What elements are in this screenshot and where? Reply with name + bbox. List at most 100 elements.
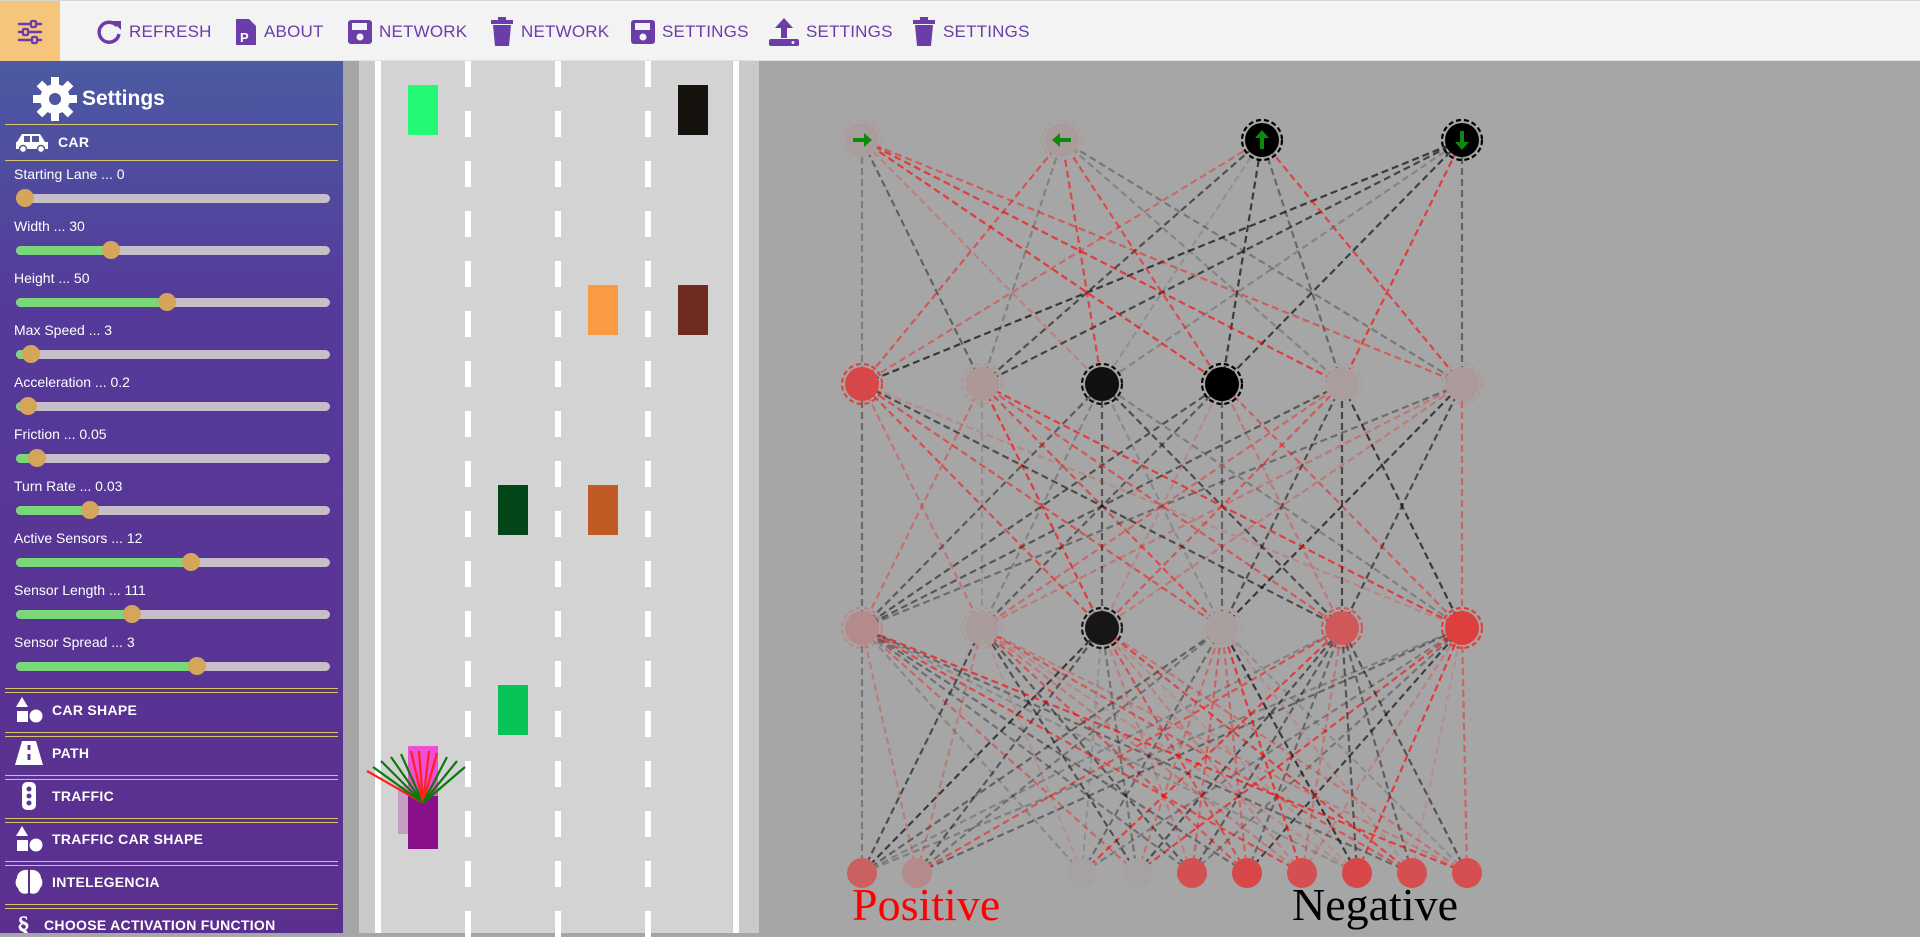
slider-track[interactable] [16, 246, 330, 255]
slider-thumb[interactable] [188, 657, 206, 675]
section-traffic[interactable]: TRAFFIC [14, 780, 114, 812]
slider-track[interactable] [16, 558, 330, 567]
slider-track[interactable] [16, 506, 330, 515]
slider-track[interactable] [16, 454, 330, 463]
slider-thumb[interactable] [16, 189, 34, 207]
section-car-shape[interactable]: CAR SHAPE [14, 695, 137, 725]
toolbar: REFRESH P ABOUT NETWORK NETWORK SETTINGS… [0, 0, 1920, 62]
lane-marking [465, 511, 471, 537]
upload-settings-button[interactable]: SETTINGS [768, 16, 893, 48]
about-button[interactable]: P ABOUT [234, 16, 324, 48]
neuron-bias-ring [1440, 118, 1484, 162]
network-connection [981, 139, 1263, 385]
neuron [1085, 611, 1119, 645]
network-connection [861, 627, 1138, 874]
lane-marking [645, 311, 651, 337]
sidebar-title-text: Settings [82, 87, 165, 110]
section-path-label: PATH [52, 745, 90, 761]
traffic-car [678, 85, 708, 135]
neuron [1122, 858, 1152, 888]
upload-settings-label: SETTINGS [806, 22, 893, 41]
network-connection [861, 383, 1103, 629]
delete-network-button[interactable]: NETWORK [489, 16, 609, 48]
network-connection [861, 383, 983, 629]
slider-thumb[interactable] [102, 241, 120, 259]
slider-fill [16, 662, 197, 671]
slider-track[interactable] [16, 194, 330, 203]
shapes-icon [16, 697, 43, 723]
network-connection [1101, 627, 1413, 874]
section-intelegencia-label: INTELEGENCIA [52, 874, 160, 890]
neuron [1205, 611, 1239, 645]
lane-marking [645, 611, 651, 637]
network-connection [861, 139, 983, 385]
slider-track[interactable] [16, 662, 330, 671]
lane-marking [645, 511, 651, 537]
refresh-button[interactable]: REFRESH [95, 16, 212, 48]
road-shoulder [343, 61, 359, 933]
slider-track[interactable] [16, 402, 330, 411]
slider-track[interactable] [16, 350, 330, 359]
legend-negative: Negative [1292, 879, 1459, 930]
save-icon [631, 20, 655, 44]
network-connection [1341, 139, 1463, 385]
lane-marking [645, 911, 651, 937]
slider-thumb[interactable] [123, 605, 141, 623]
section-car[interactable]: CAR [14, 130, 89, 154]
slider-fill [16, 558, 191, 567]
slider-thumb[interactable] [182, 553, 200, 571]
lane-marking [465, 61, 471, 87]
lane-marking [465, 211, 471, 237]
neuron [845, 611, 879, 645]
section-path[interactable]: PATH [14, 738, 89, 768]
lane-marking [465, 811, 471, 837]
lane-marking [465, 761, 471, 787]
network-connection [861, 626, 1463, 875]
section-traffic-car-shape[interactable]: TRAFFIC CAR SHAPE [14, 823, 203, 855]
neuron-bias-ring [1440, 606, 1484, 650]
slider-thumb[interactable] [22, 345, 40, 363]
neuron-bias-ring [1080, 606, 1124, 650]
network-connection [981, 627, 1248, 874]
save-network-button[interactable]: NETWORK [347, 16, 467, 48]
lane-marking [465, 861, 471, 887]
network-connection [861, 139, 1103, 385]
neuron [1452, 858, 1482, 888]
slider-label: Starting Lane ... 0 [14, 166, 125, 182]
lane-marking [555, 461, 561, 487]
sidebar-title: Settings [32, 77, 165, 121]
slider-thumb[interactable] [28, 449, 46, 467]
save-icon [348, 20, 372, 44]
slider-thumb[interactable] [81, 501, 99, 519]
neuron-bias-ring [1440, 362, 1484, 406]
network-connection [861, 626, 1413, 875]
simulation-canvas [343, 61, 759, 937]
slider-thumb[interactable] [19, 397, 37, 415]
network-connection [861, 139, 1343, 385]
neuron [1445, 611, 1479, 645]
network-connection [1341, 627, 1468, 874]
save-settings-button[interactable]: SETTINGS [630, 16, 749, 48]
section-intelegencia[interactable]: INTELEGENCIA [14, 866, 160, 898]
neuron-base [1067, 858, 1097, 888]
network-connection [1190, 627, 1224, 874]
lane-marking [645, 561, 651, 587]
network-connection [981, 627, 1413, 874]
lane-marking [555, 61, 561, 87]
lane-marking [645, 211, 651, 237]
slider-thumb[interactable] [158, 293, 176, 311]
network-connection [1061, 139, 1463, 385]
network-connection [861, 138, 1463, 386]
section-activation-function[interactable]: § CHOOSE ACTIVATION FUNCTION [14, 909, 276, 933]
lane-marking [555, 661, 561, 687]
network-connection [1340, 627, 1414, 874]
network-connection [1101, 627, 1248, 874]
delete-settings-button[interactable]: SETTINGS [911, 16, 1030, 48]
menu-toggle-button[interactable] [0, 1, 60, 62]
network-connection [861, 627, 1303, 874]
lane-marking [645, 711, 651, 737]
network-connection [1220, 627, 1304, 874]
slider-track[interactable] [16, 610, 330, 619]
neuron [1205, 367, 1239, 401]
network-connection [1260, 139, 1344, 385]
